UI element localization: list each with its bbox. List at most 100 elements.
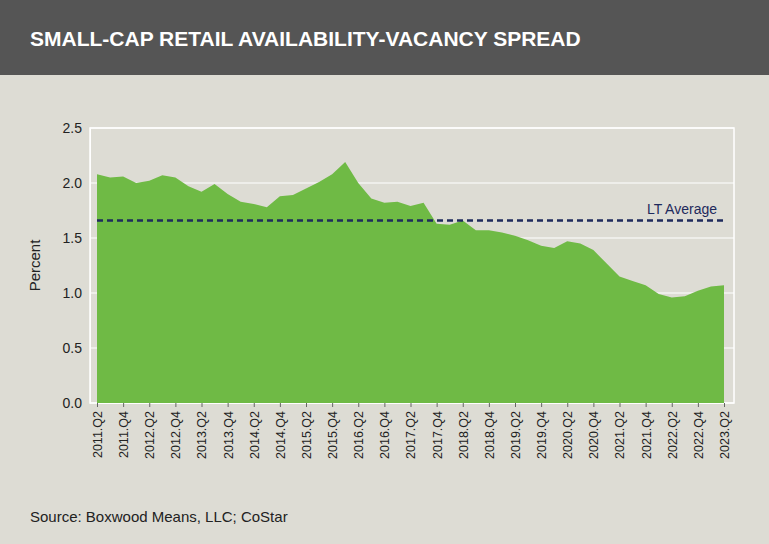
reference-label: LT Average [647,201,717,217]
x-tick: 2017.Q2 [404,403,418,459]
y-tick: 1.5 [63,230,90,246]
x-tick: 2023.Q2 [718,403,732,459]
x-tick: 2011.Q2 [91,403,105,458]
y-tick-label: 0.0 [63,395,83,411]
x-tick-mark [724,403,725,407]
y-tick-label: 1.0 [63,285,83,301]
x-tick: 2019.Q4 [535,403,549,459]
x-tick: 2022.Q4 [692,403,706,459]
y-tick-label: 0.5 [63,340,83,356]
x-tick: 2012.Q2 [143,403,157,459]
x-tick: 2016.Q2 [352,403,366,459]
x-tick-mark [97,403,98,407]
x-tick-label: 2011.Q4 [117,411,131,458]
x-tick-label: 2011.Q2 [91,411,105,458]
y-axis-title: Percent [26,239,43,292]
x-tick: 2018.Q2 [457,403,471,459]
x-tick-label: 2020.Q2 [561,411,575,459]
y-axis: 0.0 0.5 1.0 1.5 2.0 2.5 [63,120,91,411]
x-tick-label: 2012.Q4 [169,411,183,459]
x-tick-mark [489,403,490,407]
x-tick-mark [463,403,464,407]
x-tick: 2013.Q2 [195,403,209,459]
x-tick: 2021.Q4 [640,403,654,459]
x-tick-label: 2019.Q2 [509,411,523,459]
grid-line [90,182,734,183]
x-tick-mark [384,403,385,407]
x-tick-mark [698,403,699,407]
x-tick: 2013.Q4 [222,403,236,459]
x-tick-label: 2018.Q4 [483,411,497,459]
x-tick-label: 2017.Q4 [431,411,445,459]
x-tick-mark [567,403,568,407]
y-tick-label: 1.5 [63,230,83,246]
title: SMALL-CAP RETAIL AVAILABILITY-VACANCY SP… [30,27,581,50]
y-axis-line [90,129,91,404]
x-tick-label: 2013.Q2 [195,411,209,459]
x-tick: 2019.Q2 [509,403,523,459]
x-tick-mark [620,403,621,407]
x-tick-mark [672,403,673,407]
x-tick: 2015.Q2 [300,403,314,459]
x-tick-label: 2014.Q2 [248,411,262,459]
x-tick-mark [646,403,647,407]
x-tick: 2014.Q2 [248,403,262,459]
x-tick-label: 2023.Q2 [718,411,732,459]
chart: SMALL-CAP RETAIL AVAILABILITY-VACANCY SP… [0,0,769,544]
x-tick-mark [202,403,203,407]
x-tick-label: 2016.Q4 [378,411,392,459]
x-tick-mark [254,403,255,407]
x-tick-label: 2021.Q2 [613,411,627,459]
x-tick-label: 2015.Q4 [326,411,340,459]
y-tick-label: 2.5 [63,120,83,136]
x-tick-mark [280,403,281,407]
x-tick: 2015.Q4 [326,403,340,459]
x-tick-mark [175,403,176,407]
x-tick-mark [149,403,150,407]
y-tick-label: 2.0 [63,175,83,191]
x-tick-mark [437,403,438,407]
y-tick: 0.5 [63,340,90,356]
x-axis: 2011.Q2 2011.Q4 2012.Q2 2012.Q4 2013.Q2 2013.… [91,403,732,459]
x-tick-label: 2020.Q4 [587,411,601,459]
grid-line [90,127,734,128]
x-tick-label: 2021.Q4 [640,411,654,459]
x-tick-label: 2019.Q4 [535,411,549,459]
x-tick-mark [358,403,359,407]
grid [90,128,734,403]
x-tick-label: 2013.Q4 [222,411,236,459]
x-tick-label: 2017.Q2 [404,411,418,459]
x-axis-line [98,404,725,408]
source: Source: Boxwood Means, LLC; CoStar [30,508,288,525]
x-tick-label: 2016.Q2 [352,411,366,459]
x-tick: 2017.Q4 [431,403,445,459]
x-tick-label: 2018.Q2 [457,411,471,459]
x-tick-mark [411,403,412,407]
y-tick: 2.5 [63,120,90,136]
plot-frame [90,128,734,403]
x-tick-mark [515,403,516,407]
x-tick-mark [123,403,124,407]
x-tick-label: 2022.Q4 [692,411,706,459]
x-tick: 2020.Q4 [587,403,601,459]
marks [97,162,724,403]
x-tick: 2012.Q4 [169,403,183,459]
x-tick: 2018.Q4 [483,403,497,459]
x-tick-mark [332,403,333,407]
reference-line [97,219,724,222]
x-tick-label: 2012.Q2 [143,411,157,459]
x-tick: 2020.Q2 [561,403,575,459]
x-tick: 2022.Q2 [666,403,680,459]
x-tick-label: 2022.Q2 [666,411,680,459]
x-tick: 2016.Q4 [378,403,392,459]
y-tick: 0.0 [63,395,90,411]
title-bar [0,0,769,75]
x-tick-label: 2014.Q4 [274,411,288,459]
x-tick: 2011.Q4 [117,403,131,458]
y-tick: 2.0 [63,175,90,191]
y-tick: 1.0 [63,285,90,301]
area [97,162,724,403]
x-tick-mark [541,403,542,407]
x-tick-mark [593,403,594,407]
background [0,0,769,544]
